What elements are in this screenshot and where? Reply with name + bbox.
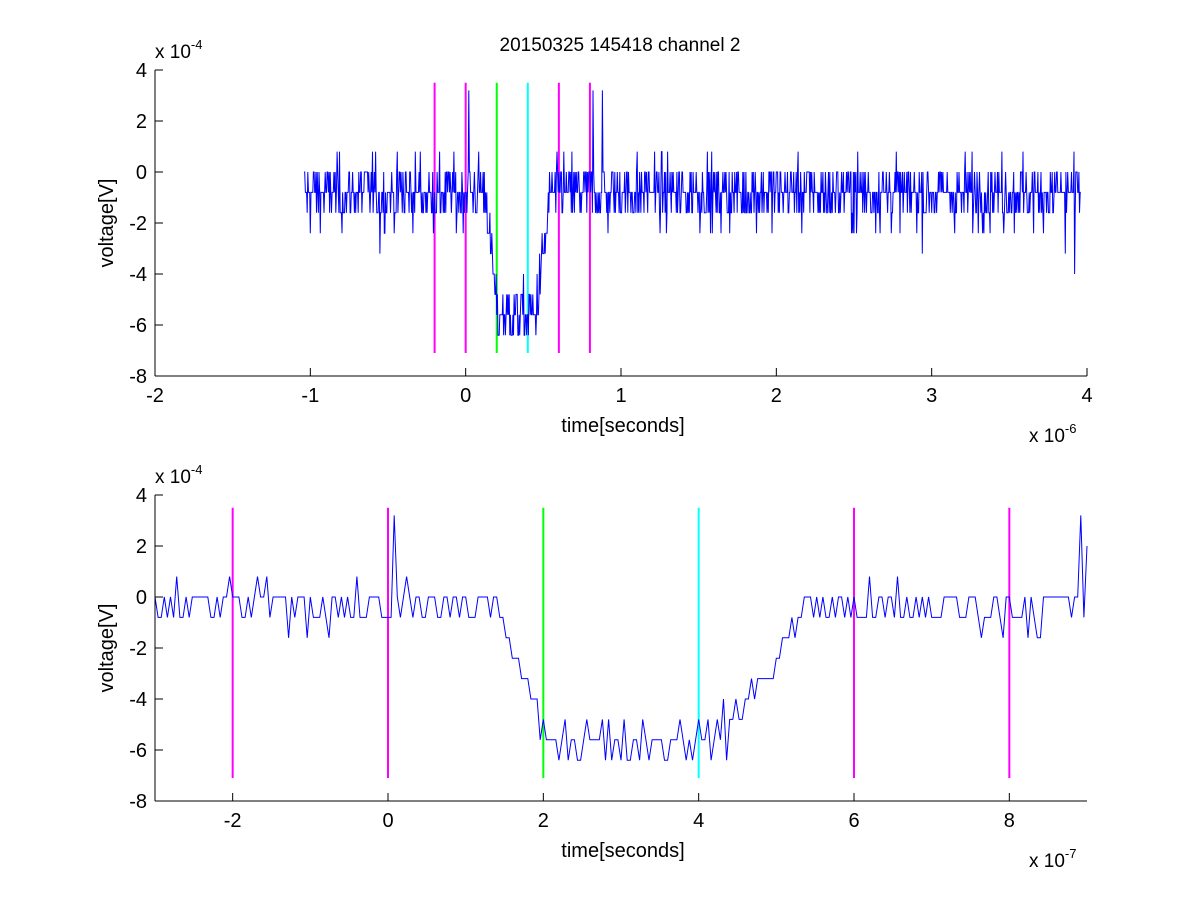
y-tick-label: -2 (129, 213, 147, 235)
bottom-voltage-trace (154, 515, 1088, 761)
top-voltage-trace (304, 90, 1081, 336)
x-tick-label: 1 (615, 385, 626, 407)
top-x-axis-label: time[seconds] (561, 415, 684, 437)
x-tick-label: -1 (301, 385, 319, 407)
x-tick-label: 0 (382, 810, 393, 832)
top-subplot: -2 -1 0 1 2 3 4 -8 -6 -4 -2 0 2 4 time[seconds] volt… (96, 37, 1093, 447)
x-tick-label: 4 (693, 810, 704, 832)
y-tick-label: 4 (136, 485, 147, 507)
bottom-y-axis-label: voltage[V] (96, 604, 118, 693)
bottom-x-ticks: -2 0 2 4 6 8 (224, 793, 1015, 832)
y-tick-label: 2 (136, 536, 147, 558)
top-y-exponent-power: -4 (191, 37, 203, 52)
y-tick-label: -2 (129, 638, 147, 660)
x-tick-label: -2 (146, 385, 164, 407)
x-tick-label: -2 (224, 810, 242, 832)
top-x-exponent-power: -6 (1065, 421, 1077, 436)
y-tick-label: 0 (136, 587, 147, 609)
y-tick-label: 0 (136, 162, 147, 184)
x-tick-label: 3 (926, 385, 937, 407)
x-tick-label: 6 (848, 810, 859, 832)
y-tick-label: -4 (129, 689, 147, 711)
bottom-x-exponent-power: -7 (1065, 846, 1077, 861)
bottom-x-exponent: x 10-7 (1029, 846, 1076, 872)
y-tick-label: 4 (136, 60, 147, 82)
y-tick-label: -8 (129, 366, 147, 388)
x-tick-label: 8 (1004, 810, 1015, 832)
top-y-exponent-base: x 10 (155, 42, 191, 63)
bottom-marker-lines (231, 507, 1011, 779)
x-tick-label: 4 (1081, 385, 1092, 407)
top-x-exponent-base: x 10 (1029, 426, 1065, 447)
top-y-axis-label: voltage[V] (96, 179, 118, 268)
bottom-y-ticks: -8 -6 -4 -2 0 2 4 (129, 485, 163, 813)
y-tick-label: -8 (129, 791, 147, 813)
top-axes-frame (155, 70, 1087, 376)
bottom-x-axis-label: time[seconds] (561, 840, 684, 862)
top-x-exponent: x 10-6 (1029, 421, 1076, 447)
top-marker-lines (433, 82, 591, 354)
y-tick-label: -6 (129, 315, 147, 337)
bottom-y-exponent-power: -4 (191, 462, 203, 477)
x-tick-label: 2 (538, 810, 549, 832)
bottom-y-exponent: x 10-4 (155, 462, 202, 488)
bottom-subplot: -2 0 2 4 6 8 -8 -6 -4 -2 0 2 4 time[seconds] voltag… (96, 462, 1088, 872)
y-tick-label: -6 (129, 740, 147, 762)
bottom-x-exponent-base: x 10 (1029, 851, 1065, 872)
top-y-ticks: -8 -6 -4 -2 0 2 4 (129, 60, 163, 388)
x-tick-label: 0 (460, 385, 471, 407)
top-y-exponent: x 10-4 (155, 37, 202, 63)
y-tick-label: 2 (136, 111, 147, 133)
top-x-ticks: -2 -1 0 1 2 3 4 (146, 368, 1093, 407)
bottom-y-exponent-base: x 10 (155, 467, 191, 488)
x-tick-label: 2 (771, 385, 782, 407)
figure-title: 20150325 145418 channel 2 (500, 35, 741, 56)
y-tick-label: -4 (129, 264, 147, 286)
